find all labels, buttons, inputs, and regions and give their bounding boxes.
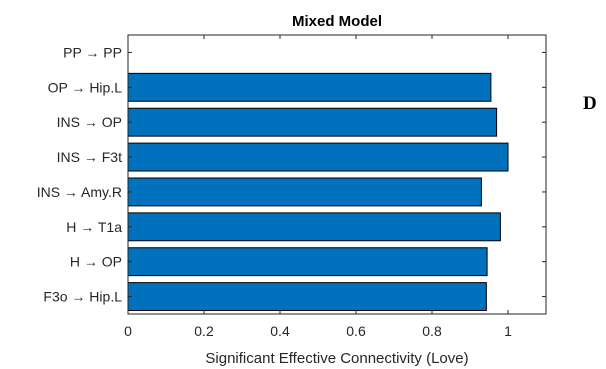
bar-2 <box>127 107 498 137</box>
x-axis-label: Significant Effective Connectivity (Love… <box>205 350 468 367</box>
y-tick-label-6: H → OP <box>70 254 122 270</box>
y-tick-label-3: INS → F3t <box>57 149 122 165</box>
x-tick-label-0: 0 <box>124 323 132 339</box>
bar-3 <box>127 142 509 172</box>
y-tick-label-2: INS → OP <box>57 114 122 130</box>
y-tick-labels: PP → PP OP → Hip.L INS → OP INS → F3t INS → … <box>37 44 546 305</box>
y-tick-label-1: OP → Hip.L <box>48 79 123 95</box>
y-tick-label-0: PP → PP <box>63 44 122 60</box>
bar-7 <box>127 282 487 312</box>
x-tick-label-2: 0.4 <box>270 323 290 339</box>
x-tick-labels: 0 0.2 0.4 0.6 0.8 1 <box>124 35 512 339</box>
panel-label: D <box>583 93 597 114</box>
y-tick-label-5: H → T1a <box>66 219 122 235</box>
bar-1 <box>127 72 492 102</box>
bar-6 <box>127 247 488 277</box>
x-tick-label-1: 0.2 <box>194 323 214 339</box>
bars-group <box>127 72 509 312</box>
bar-4 <box>127 177 482 207</box>
x-tick-label-5: 1 <box>504 323 512 339</box>
bar-5 <box>127 212 501 242</box>
plot-area-frame <box>127 34 547 315</box>
chart-title: Mixed Model <box>292 13 382 30</box>
y-tick-label-4: INS → Amy.R <box>37 184 122 200</box>
y-tick-label-7: F3o → Hip.L <box>43 289 122 305</box>
x-tick-label-3: 0.6 <box>346 323 366 339</box>
x-tick-label-4: 0.8 <box>422 323 442 339</box>
